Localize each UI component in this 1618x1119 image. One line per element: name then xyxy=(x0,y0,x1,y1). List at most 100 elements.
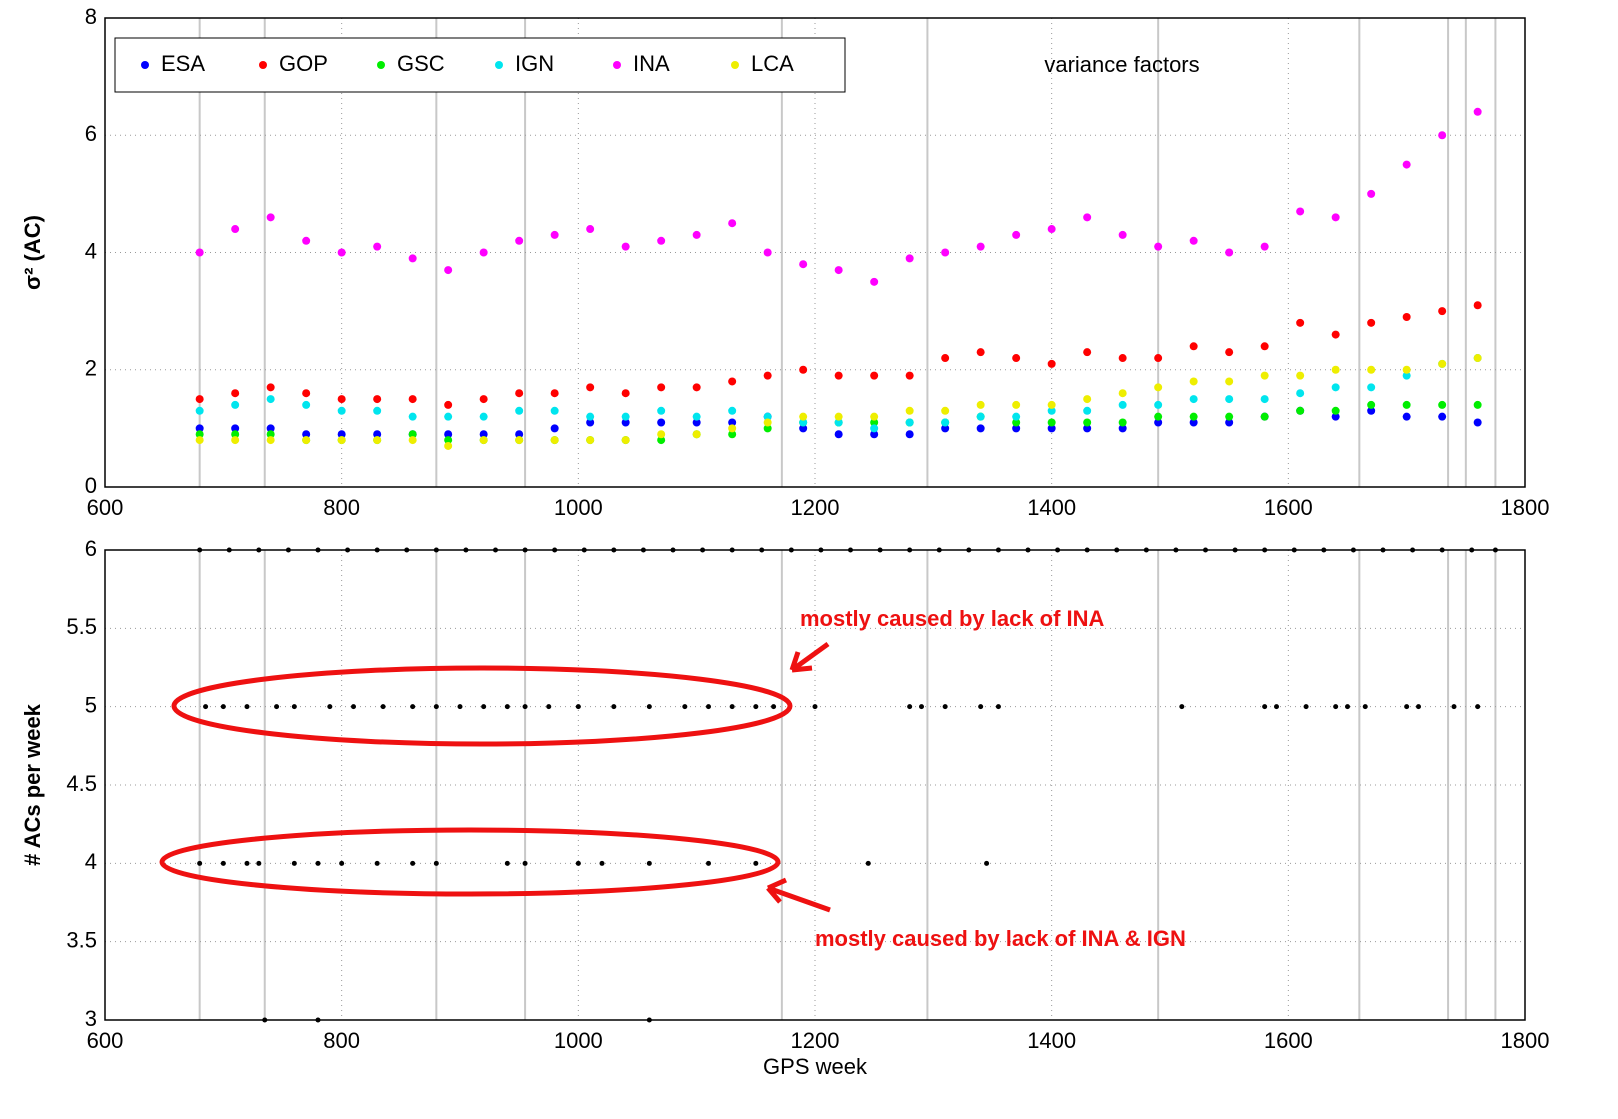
point xyxy=(799,412,808,421)
annotation: mostly caused by lack of INA & IGN xyxy=(815,926,1186,951)
legend-box xyxy=(114,37,846,93)
x-tick-label: 1600 xyxy=(1264,495,1313,520)
y-axis-label: # ACs per week xyxy=(20,703,45,866)
point xyxy=(1367,400,1376,409)
point xyxy=(1012,354,1021,363)
point xyxy=(1118,424,1127,433)
point xyxy=(976,400,985,409)
point xyxy=(373,406,382,415)
point xyxy=(1012,230,1021,239)
point xyxy=(1260,342,1269,351)
point xyxy=(1047,225,1056,234)
point xyxy=(657,436,666,445)
point xyxy=(220,860,226,866)
point xyxy=(444,412,453,421)
point xyxy=(870,371,879,380)
point xyxy=(728,418,737,427)
point xyxy=(351,704,356,710)
point xyxy=(1296,207,1305,216)
point xyxy=(657,383,666,392)
point xyxy=(692,418,701,427)
point xyxy=(1154,418,1163,427)
point xyxy=(302,436,311,445)
point xyxy=(550,230,559,239)
point xyxy=(1367,318,1376,327)
point xyxy=(646,860,652,866)
point xyxy=(692,383,701,392)
point xyxy=(586,418,595,427)
point xyxy=(1404,704,1410,710)
point xyxy=(1047,406,1056,415)
point xyxy=(621,412,630,421)
y-tick-label: 6 xyxy=(85,121,97,146)
point xyxy=(408,395,417,404)
x-tick-label: 1400 xyxy=(1027,495,1076,520)
point xyxy=(586,225,595,234)
point xyxy=(812,704,818,710)
point xyxy=(1367,189,1376,198)
point xyxy=(834,266,843,275)
plot-frame xyxy=(104,549,1526,1021)
point xyxy=(266,424,275,433)
point xyxy=(1189,412,1198,421)
point xyxy=(1154,383,1163,392)
point xyxy=(337,395,346,404)
legend-label: ESA xyxy=(161,51,205,76)
point xyxy=(586,412,595,421)
point xyxy=(231,424,240,433)
point xyxy=(728,430,737,439)
point xyxy=(408,436,417,445)
point xyxy=(1296,318,1305,327)
point xyxy=(941,248,950,257)
point xyxy=(1189,377,1198,386)
y-tick-label: 4.5 xyxy=(66,771,97,796)
point xyxy=(1438,359,1447,368)
point xyxy=(203,704,209,710)
point xyxy=(905,430,914,439)
point xyxy=(195,436,204,445)
point xyxy=(941,354,950,363)
point xyxy=(586,436,595,445)
point xyxy=(197,860,203,866)
y-tick-label: 0 xyxy=(85,473,97,498)
point xyxy=(274,704,280,710)
point xyxy=(231,225,240,234)
annotation: mostly caused by lack of INA xyxy=(800,606,1105,631)
point xyxy=(1189,236,1198,245)
point xyxy=(976,424,985,433)
point xyxy=(799,260,808,269)
point xyxy=(515,406,524,415)
point xyxy=(575,704,581,710)
point xyxy=(408,412,417,421)
point xyxy=(799,424,808,433)
point xyxy=(231,430,240,439)
point xyxy=(1118,354,1127,363)
point xyxy=(799,418,808,427)
point xyxy=(479,412,488,421)
point xyxy=(763,412,772,421)
x-tick-label: 600 xyxy=(87,495,124,520)
point xyxy=(870,424,879,433)
point xyxy=(195,395,204,404)
point xyxy=(1047,359,1056,368)
legend-label: IGN xyxy=(515,51,554,76)
point xyxy=(1262,704,1268,710)
point xyxy=(1260,412,1269,421)
point xyxy=(195,424,204,433)
point xyxy=(266,383,275,392)
point xyxy=(1083,418,1092,427)
point xyxy=(1225,248,1234,257)
point xyxy=(1438,307,1447,316)
point xyxy=(444,436,453,445)
point xyxy=(291,860,297,866)
point xyxy=(799,365,808,374)
point xyxy=(550,389,559,398)
point xyxy=(1475,704,1481,710)
layout-shapes xyxy=(159,641,831,913)
point xyxy=(231,436,240,445)
point xyxy=(244,704,250,710)
point xyxy=(291,704,297,710)
point xyxy=(550,406,559,415)
point xyxy=(504,704,510,710)
point xyxy=(408,254,417,263)
